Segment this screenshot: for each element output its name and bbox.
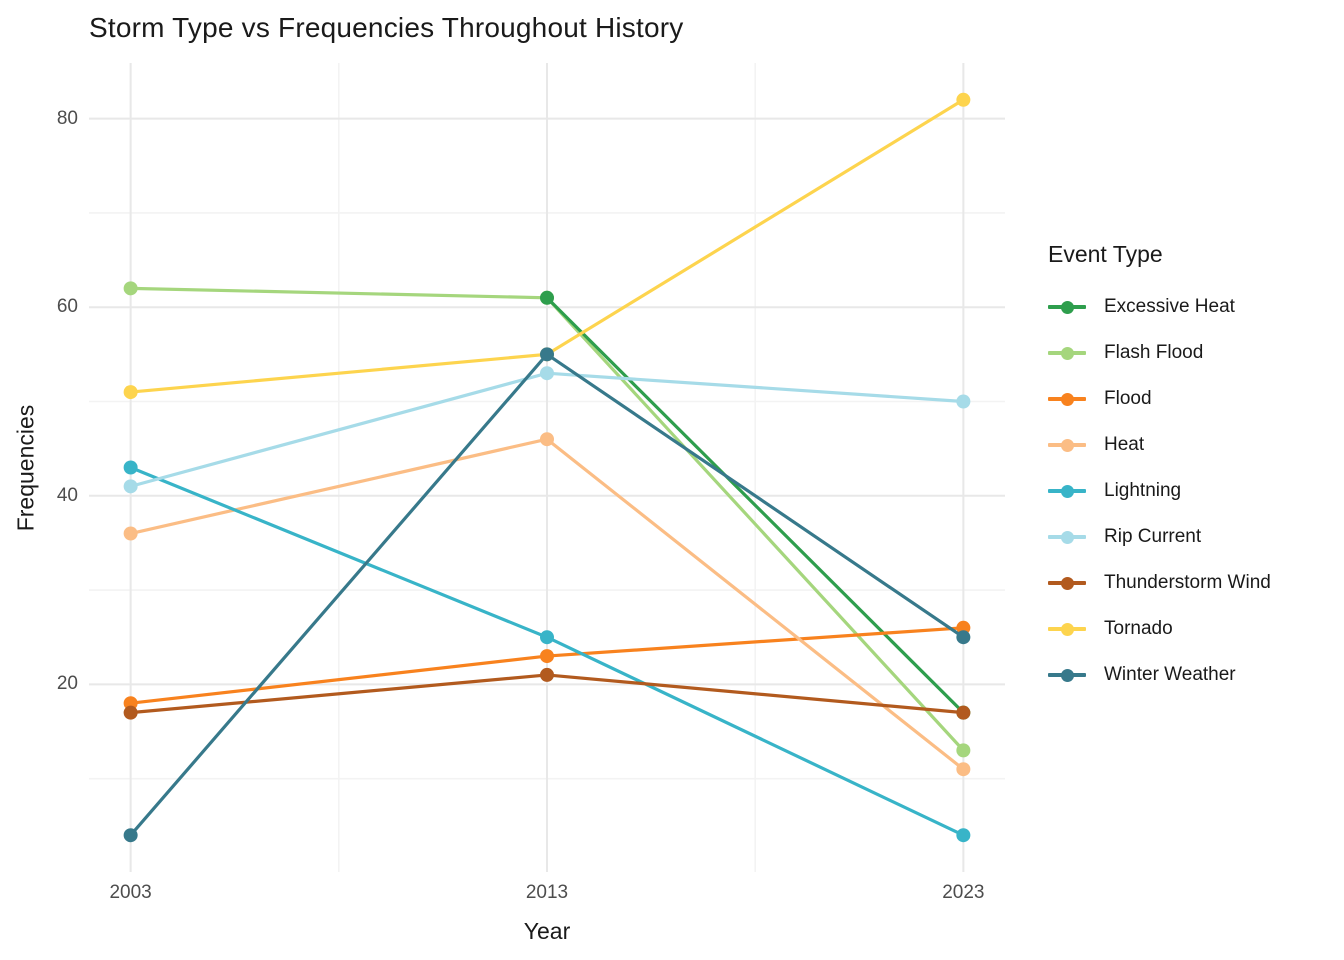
legend-item: Flash Flood	[1048, 330, 1338, 376]
data-point-heat	[123, 526, 138, 541]
legend-key-line-dot-icon	[1048, 621, 1086, 638]
x-tick-label: 2003	[109, 882, 152, 903]
legend-item: Heat	[1048, 422, 1338, 468]
legend-key-line-dot-icon	[1048, 437, 1086, 454]
data-point-thunderstorm-wind	[956, 705, 971, 720]
legend-key-line-dot-icon	[1048, 299, 1086, 316]
x-axis-title: Year	[523, 918, 571, 944]
legend-item-label: Heat	[1104, 434, 1145, 455]
legend-item-label: Winter Weather	[1104, 664, 1236, 685]
x-tick-label: 2023	[942, 882, 985, 903]
legend-key-line-dot-icon	[1048, 575, 1086, 592]
data-point-winter-weather	[956, 630, 971, 645]
legend-item-label: Rip Current	[1104, 526, 1202, 547]
legend-title: Event Type	[1048, 241, 1163, 267]
data-point-rip-current	[123, 479, 138, 494]
legend-item: Excessive Heat	[1048, 284, 1338, 330]
legend-item-label: Excessive Heat	[1104, 296, 1235, 317]
legend-item-label: Lightning	[1104, 480, 1182, 501]
legend-item: Lightning	[1048, 468, 1338, 514]
legend-item-label: Thunderstorm Wind	[1104, 572, 1271, 593]
legend-key-line-dot-icon	[1048, 345, 1086, 362]
legend-key-line-dot-icon	[1048, 529, 1086, 546]
data-point-flood	[540, 649, 554, 664]
legend-key-line-dot-icon	[1048, 667, 1086, 684]
data-point-heat	[540, 432, 554, 447]
legend-item: Flood	[1048, 376, 1338, 422]
data-point-thunderstorm-wind	[540, 667, 554, 682]
data-point-rip-current	[540, 366, 554, 381]
data-point-lightning	[956, 828, 971, 843]
data-point-winter-weather	[123, 828, 138, 843]
series-line-excessive-heat	[545, 296, 965, 714]
data-point-tornado	[956, 92, 971, 107]
legend: Event Type Excessive Heat Flash Flood Fl…	[1048, 240, 1338, 698]
legend-item-label: Tornado	[1104, 618, 1173, 639]
legend-key-line-dot-icon	[1048, 483, 1086, 500]
legend-item: Rip Current	[1048, 514, 1338, 560]
y-tick-label: 80	[56, 107, 78, 129]
x-tick-label: 2013	[525, 882, 569, 903]
data-point-lightning	[123, 460, 138, 475]
data-point-heat	[956, 762, 971, 777]
data-point-winter-weather	[540, 347, 554, 362]
legend-item-label: Flash Flood	[1104, 342, 1204, 363]
data-point-lightning	[540, 630, 554, 645]
legend-item-label: Flood	[1104, 388, 1152, 409]
chart-title: Storm Type vs Frequencies Throughout His…	[89, 12, 684, 43]
y-tick-label: 40	[56, 484, 78, 506]
data-point-flash-flood	[123, 281, 138, 296]
data-point-excessive-heat	[540, 290, 554, 305]
legend-item: Winter Weather	[1048, 652, 1338, 698]
legend-item: Tornado	[1048, 606, 1338, 652]
data-point-rip-current	[956, 394, 971, 409]
legend-items: Excessive Heat Flash Flood Flood Heat	[1048, 284, 1338, 698]
data-point-tornado	[123, 385, 138, 400]
legend-item: Thunderstorm Wind	[1048, 560, 1338, 606]
data-point-flash-flood	[956, 743, 971, 758]
data-point-thunderstorm-wind	[123, 705, 138, 720]
y-tick-label: 20	[56, 673, 78, 695]
legend-key-line-dot-icon	[1048, 391, 1086, 408]
y-tick-label: 60	[56, 296, 78, 318]
y-axis-title: Frequencies	[12, 404, 39, 532]
